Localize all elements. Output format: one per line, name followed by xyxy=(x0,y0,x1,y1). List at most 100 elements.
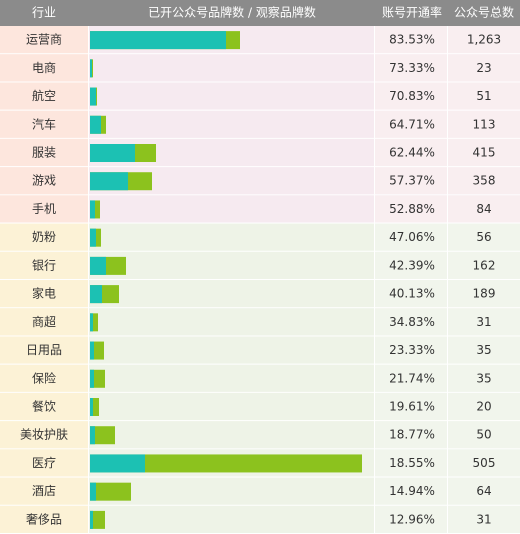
row-bg xyxy=(0,280,88,309)
category-label: 保险 xyxy=(32,370,56,385)
row-bg xyxy=(89,308,374,337)
row-bg xyxy=(0,251,88,280)
category-label: 手机 xyxy=(32,202,56,216)
row-bg xyxy=(448,392,520,422)
bar xyxy=(90,144,135,162)
row-bg xyxy=(0,26,88,55)
count-label: 1,263 xyxy=(467,33,501,47)
count-label: 505 xyxy=(473,456,496,470)
row-bg xyxy=(0,223,88,252)
row-bg xyxy=(448,336,520,365)
bar xyxy=(90,482,96,501)
row-bg xyxy=(448,505,520,534)
row-bg xyxy=(0,110,88,139)
row-bg xyxy=(0,54,88,83)
row-bg xyxy=(375,392,447,422)
bar xyxy=(90,510,105,529)
row-bg xyxy=(448,167,520,196)
rate-label: 83.53% xyxy=(389,33,435,47)
bar xyxy=(90,454,145,473)
count-label: 84 xyxy=(476,202,491,216)
rate-label: 19.61% xyxy=(389,400,435,414)
row-bg xyxy=(375,308,447,337)
category-label: 日用品 xyxy=(26,343,62,357)
bar xyxy=(90,482,131,501)
bar xyxy=(90,59,92,78)
row-bg xyxy=(89,421,374,450)
count-label: 23 xyxy=(476,61,491,75)
row-bg xyxy=(448,251,520,280)
row-bg xyxy=(448,477,520,506)
row-bg xyxy=(89,505,374,534)
rate-label: 12.96% xyxy=(389,512,435,526)
row-bg xyxy=(0,308,88,337)
rate-label: 73.33% xyxy=(389,61,435,75)
count-label: 50 xyxy=(476,428,491,442)
row-bg xyxy=(375,54,447,83)
row-bg xyxy=(375,449,447,478)
category-label: 家电 xyxy=(32,286,56,301)
row-bg xyxy=(375,505,447,534)
bar xyxy=(90,454,362,473)
bar xyxy=(90,398,93,416)
header-bg xyxy=(0,0,520,26)
bar xyxy=(90,313,98,332)
row-bg xyxy=(89,392,374,422)
row-bg xyxy=(89,82,374,111)
row-bg xyxy=(448,54,520,83)
category-label: 运营商 xyxy=(26,32,62,47)
row-bg xyxy=(375,421,447,450)
category-label: 商超 xyxy=(32,314,56,329)
count-label: 51 xyxy=(476,89,491,103)
bar xyxy=(90,426,95,445)
row-bg xyxy=(89,477,374,506)
row-bg xyxy=(0,449,88,478)
rate-label: 57.37% xyxy=(389,174,435,188)
row-bg xyxy=(375,477,447,506)
bar xyxy=(90,510,93,529)
row-bg xyxy=(0,167,88,196)
bar xyxy=(90,87,96,106)
count-label: 35 xyxy=(476,343,491,357)
category-label: 服装 xyxy=(32,146,56,160)
row-bg xyxy=(0,477,88,506)
category-label: 航空 xyxy=(32,88,56,103)
count-label: 56 xyxy=(476,230,491,244)
rate-label: 42.39% xyxy=(389,258,435,272)
row-bg xyxy=(0,195,88,224)
row-bg xyxy=(0,364,88,393)
count-label: 162 xyxy=(473,258,496,272)
rate-label: 70.83% xyxy=(389,89,435,103)
bar xyxy=(90,426,115,445)
bar xyxy=(90,31,226,50)
count-label: 415 xyxy=(473,146,496,160)
count-label: 113 xyxy=(473,117,496,131)
row-bg xyxy=(448,308,520,337)
rate-label: 64.71% xyxy=(389,117,435,131)
bar xyxy=(90,313,93,332)
column-header: 行业 xyxy=(32,6,56,20)
row-bg xyxy=(375,223,447,252)
bar xyxy=(90,341,94,360)
row-bg xyxy=(89,195,374,224)
bar xyxy=(90,285,102,304)
rate-label: 47.06% xyxy=(389,230,435,244)
category-label: 医疗 xyxy=(32,456,56,470)
row-bg xyxy=(0,392,88,422)
row-bg xyxy=(375,26,447,55)
category-label: 奶粉 xyxy=(32,230,56,244)
row-bg xyxy=(375,336,447,365)
column-header: 公众号总数 xyxy=(454,5,514,20)
rate-label: 14.94% xyxy=(389,484,435,498)
row-bg xyxy=(375,280,447,309)
row-bg xyxy=(89,223,374,252)
row-bg xyxy=(0,421,88,450)
category-label: 奢侈品 xyxy=(26,512,62,526)
row-bg xyxy=(448,195,520,224)
row-bg xyxy=(448,223,520,252)
rate-label: 52.88% xyxy=(389,202,435,216)
rate-label: 18.55% xyxy=(389,456,435,470)
rate-label: 23.33% xyxy=(389,343,435,357)
row-bg xyxy=(448,449,520,478)
